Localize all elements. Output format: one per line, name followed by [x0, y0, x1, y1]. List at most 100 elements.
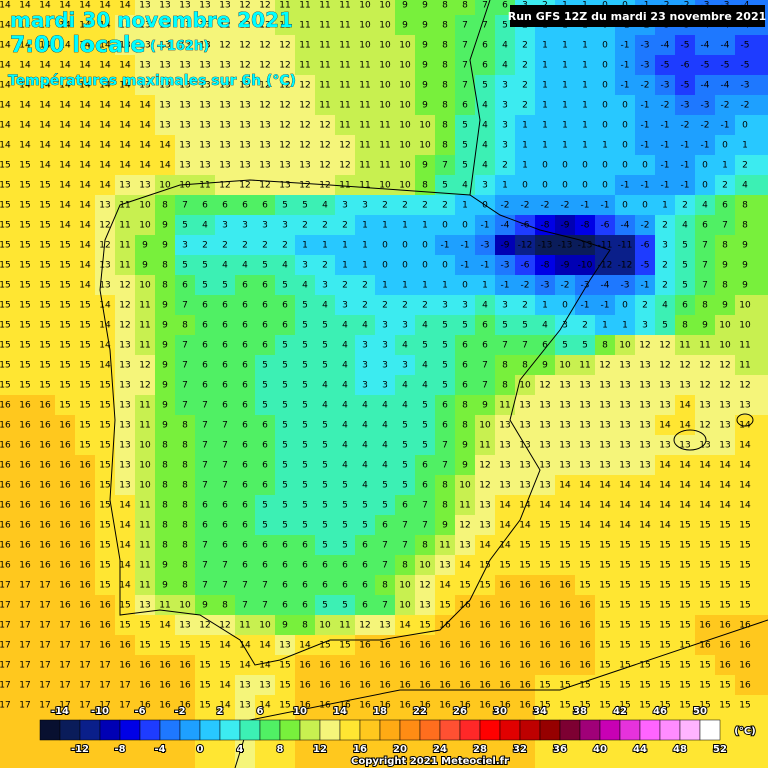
temperature-value: 0 — [562, 301, 568, 311]
temperature-value: 2 — [362, 281, 368, 291]
temperature-value: 13 — [439, 561, 450, 571]
temperature-cell — [415, 475, 435, 495]
temperature-value: 16 — [499, 661, 511, 671]
temperature-cell — [455, 135, 475, 155]
temperature-cell — [535, 195, 555, 215]
temperature-cell — [695, 75, 715, 95]
temperature-cell — [455, 115, 475, 135]
colorbar-label: 6 — [257, 706, 264, 717]
temperature-value: 11 — [339, 41, 350, 51]
temperature-value: 17 — [0, 681, 11, 691]
temperature-value: 1 — [602, 141, 608, 151]
temperature-value: 15 — [559, 521, 570, 531]
temperature-value: 16 — [99, 621, 111, 631]
temperature-value: 8 — [162, 501, 168, 511]
temperature-value: 5 — [282, 461, 288, 471]
temperature-value: 15 — [19, 201, 30, 211]
temperature-value: 15 — [579, 581, 590, 591]
temperature-cell — [175, 15, 195, 35]
temperature-value: 0 — [562, 181, 568, 191]
temperature-cell — [55, 455, 75, 475]
temperature-value: 15 — [79, 381, 90, 391]
temperature-cell — [435, 35, 455, 55]
colorbar-box — [659, 719, 681, 741]
temperature-value: 11 — [139, 521, 150, 531]
temperature-value: 8 — [182, 501, 188, 511]
temperature-cell — [0, 415, 15, 435]
temperature-value: 5 — [442, 181, 448, 191]
temperature-value: 9 — [422, 61, 428, 71]
temperature-cell — [375, 415, 395, 435]
temperature-value: 11 — [139, 321, 150, 331]
temperature-value: -1 — [721, 121, 730, 131]
temperature-cell — [295, 15, 315, 35]
temperature-cell — [215, 135, 235, 155]
temperature-cell — [35, 315, 55, 335]
temperature-cell — [335, 75, 355, 95]
temperature-cell — [595, 375, 615, 395]
temperature-value: 4 — [342, 461, 348, 471]
temperature-cell — [375, 235, 395, 255]
temperature-cell — [115, 335, 135, 355]
temperature-value: 6 — [262, 281, 268, 291]
temperature-value: 16 — [39, 561, 51, 571]
temperature-value: 2 — [422, 301, 428, 311]
temperature-value: 7 — [182, 401, 188, 411]
temperature-value: 15 — [659, 541, 670, 551]
temperature-cell — [535, 255, 555, 275]
temperature-value: 15 — [0, 201, 11, 211]
temperature-value: 7 — [462, 41, 468, 51]
temperature-cell — [0, 295, 15, 315]
temperature-value: 13 — [619, 361, 630, 371]
temperature-value: 2 — [222, 241, 228, 251]
temperature-value: 9 — [202, 601, 208, 611]
temperature-cell — [695, 415, 715, 435]
temperature-value: 15 — [519, 541, 530, 551]
temperature-value: 11 — [359, 101, 370, 111]
temperature-cell — [635, 295, 655, 315]
temperature-cell — [395, 35, 415, 55]
temperature-cell — [15, 0, 35, 15]
temperature-value: 15 — [659, 621, 670, 631]
temperature-cell — [555, 435, 575, 455]
temperature-value: 6 — [262, 301, 268, 311]
temperature-cell — [115, 395, 135, 415]
temperature-cell — [615, 315, 635, 335]
temperature-cell — [315, 295, 335, 315]
lead-time: (+162h) — [150, 39, 209, 54]
temperature-value: 10 — [139, 441, 151, 451]
temperature-value: 14 — [99, 361, 111, 371]
temperature-cell — [235, 215, 255, 235]
temperature-value: 14 — [499, 501, 511, 511]
temperature-value: 10 — [479, 421, 491, 431]
temperature-value: 9 — [142, 241, 148, 251]
temperature-value: 16 — [39, 521, 51, 531]
temperature-value: 15 — [719, 701, 730, 711]
temperature-value: 5 — [262, 261, 268, 271]
temperature-cell — [515, 255, 535, 275]
temperature-cell — [295, 115, 315, 135]
temperature-cell — [715, 195, 735, 215]
temperature-cell — [215, 175, 235, 195]
temperature-value: 8 — [382, 581, 388, 591]
temperature-cell — [315, 15, 335, 35]
temperature-cell — [635, 395, 655, 415]
temperature-value: 14 — [19, 101, 31, 111]
temperature-value: 15 — [79, 301, 90, 311]
temperature-value: 0 — [602, 81, 608, 91]
temperature-value: 4 — [342, 341, 348, 351]
temperature-cell — [495, 395, 515, 415]
temperature-value: 2 — [442, 201, 448, 211]
temperature-cell — [415, 135, 435, 155]
temperature-value: 1 — [462, 201, 468, 211]
temperature-cell — [475, 55, 495, 75]
temperature-cell — [515, 155, 535, 175]
temperature-value: 4 — [202, 221, 208, 231]
colorbar-box — [219, 719, 241, 741]
temperature-cell — [595, 435, 615, 455]
temperature-cell — [455, 275, 475, 295]
temperature-cell — [275, 175, 295, 195]
temperature-cell — [355, 135, 375, 155]
temperature-value: 1 — [362, 221, 368, 231]
temperature-value: 8 — [162, 521, 168, 531]
